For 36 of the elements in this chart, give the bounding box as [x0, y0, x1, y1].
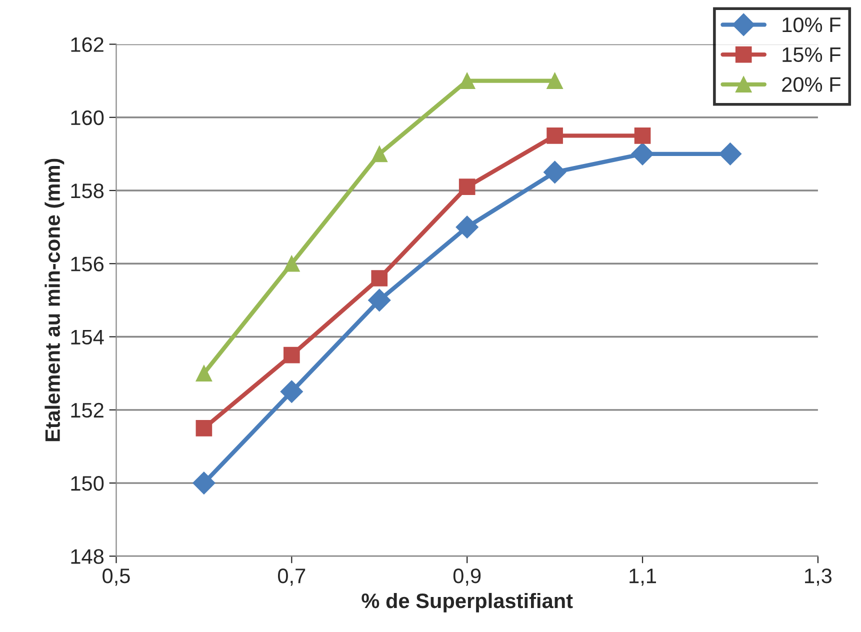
x-tick-label: 0,5: [102, 568, 130, 586]
point: [192, 472, 216, 494]
x-tick-label: 1,3: [805, 568, 832, 586]
y-tick-label: 154: [71, 330, 104, 345]
y-tick-label: 158: [71, 184, 104, 198]
point: [543, 160, 566, 184]
point: [634, 127, 651, 144]
point: [371, 146, 388, 162]
y-tick-label: 152: [71, 402, 104, 418]
y-tick-label: 162: [71, 37, 104, 52]
legend-label: 20% F: [782, 77, 840, 92]
y-tick-label: 160: [71, 110, 104, 126]
point: [196, 420, 212, 436]
point: [371, 270, 388, 286]
point: [456, 216, 478, 238]
y-axis-title: Etalement au min-cone (mm): [44, 158, 64, 442]
legend-label: 10% F: [782, 17, 840, 32]
point: [458, 72, 476, 89]
point: [546, 72, 563, 89]
x-tick-label: 0,7: [278, 568, 306, 586]
legend-label: 15% F: [782, 47, 840, 62]
y-tick-label: 156: [71, 256, 104, 272]
point: [284, 255, 300, 272]
point: [284, 346, 300, 364]
point: [280, 380, 303, 403]
point: [368, 288, 391, 312]
point: [546, 127, 563, 144]
x-axis-title: % de Superplastifiant: [362, 592, 573, 612]
x-tick-label: 0,9: [453, 568, 481, 586]
x-tick-label: 1,1: [630, 568, 656, 586]
y-tick-label: 148: [71, 549, 104, 564]
point: [196, 365, 212, 382]
point: [458, 178, 476, 196]
point: [631, 142, 654, 166]
point: [718, 142, 742, 166]
y-tick-label: 150: [71, 476, 104, 491]
